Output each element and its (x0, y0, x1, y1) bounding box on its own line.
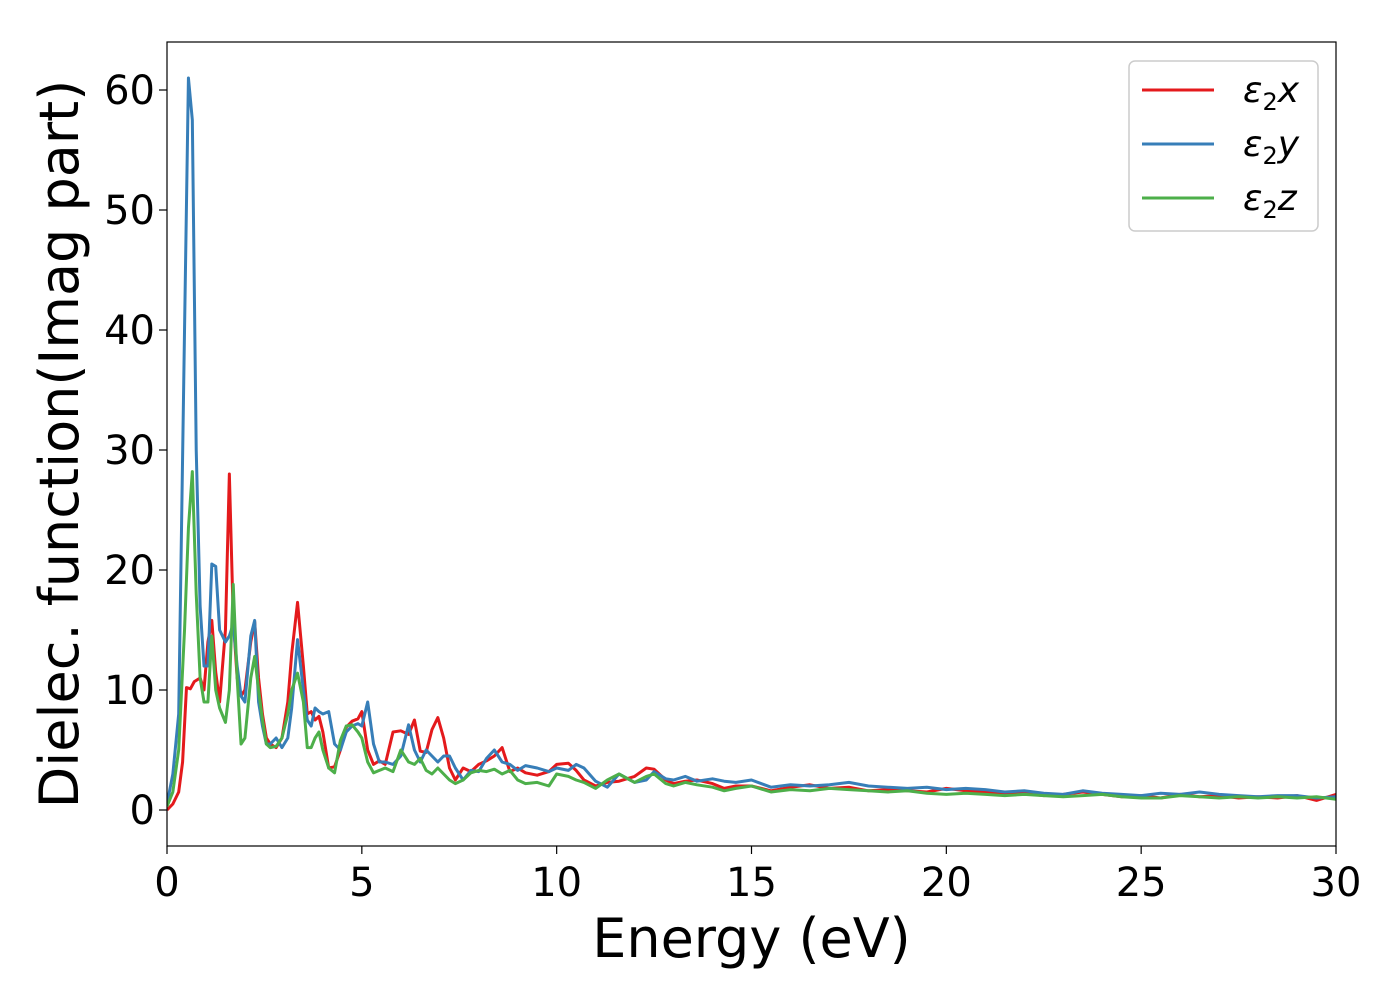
y-tick-label: 0 (130, 788, 155, 834)
x-tick-label: 25 (1116, 860, 1167, 906)
x-tick-label: 0 (154, 860, 179, 906)
y-tick-label: 10 (104, 668, 155, 714)
x-tick-label: 10 (531, 860, 582, 906)
x-tick-label: 30 (1311, 860, 1362, 906)
x-axis-ticks: 0 5 10 15 20 25 30 (154, 846, 1361, 906)
y-axis-title: Dielec. function(Imag part) (28, 80, 91, 809)
x-axis-title: Energy (eV) (592, 907, 911, 970)
legend-label-y: ε2y (1243, 124, 1300, 170)
y-tick-label: 40 (104, 308, 155, 354)
x-tick-label: 5 (349, 860, 374, 906)
y-tick-label: 20 (104, 548, 155, 594)
y-tick-label: 50 (104, 188, 155, 234)
x-tick-label: 15 (726, 860, 777, 906)
y-tick-label: 30 (104, 428, 155, 474)
y-axis-ticks: 0 10 20 30 40 50 60 (104, 68, 167, 834)
legend-label-z: ε2z (1243, 178, 1298, 224)
legend-label-x: ε2x (1243, 70, 1300, 116)
y-tick-label: 60 (104, 68, 155, 114)
legend: ε2x ε2y ε2z (1128, 60, 1319, 232)
legend-box (1128, 60, 1319, 232)
series-line-z (167, 470, 1336, 807)
series-line-x (167, 472, 1336, 812)
series-layer (167, 76, 1336, 812)
x-tick-label: 20 (921, 860, 972, 906)
